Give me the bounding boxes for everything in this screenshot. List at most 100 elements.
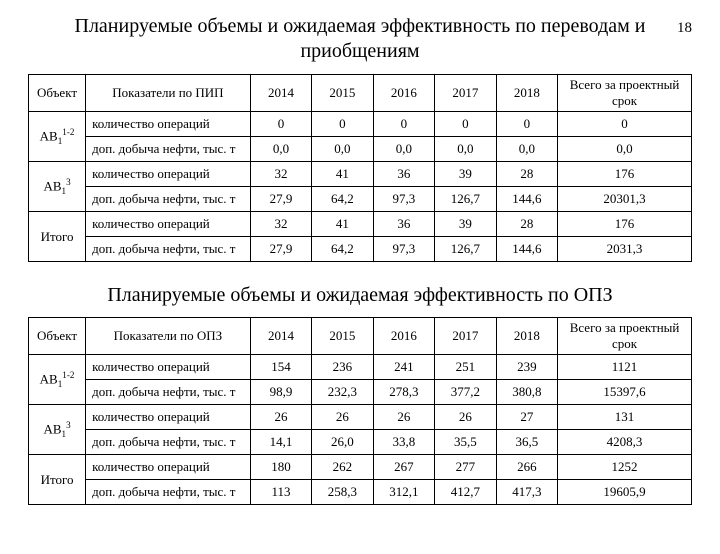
table-row: доп. добыча нефти, тыс. т0,00,00,00,00,0… <box>29 137 692 162</box>
title-1: Планируемые объемы и ожидаемая эффективн… <box>40 14 680 64</box>
value-cell: 0 <box>312 112 373 137</box>
value-cell: 144,6 <box>496 237 557 262</box>
column-header: Объект <box>29 318 86 355</box>
value-cell: 97,3 <box>373 237 434 262</box>
value-cell: 0,0 <box>250 137 311 162</box>
value-cell: 26 <box>250 405 311 430</box>
column-header: 2017 <box>435 318 496 355</box>
value-cell: 26 <box>435 405 496 430</box>
column-header: Показатели по ПИП <box>86 75 251 112</box>
value-cell: 41 <box>312 212 373 237</box>
value-cell: 0,0 <box>558 137 692 162</box>
indicator-cell: количество операций <box>86 112 251 137</box>
object-cell: АВ13 <box>29 162 86 212</box>
value-cell: 33,8 <box>373 430 434 455</box>
value-cell: 32 <box>250 212 311 237</box>
value-cell: 251 <box>435 355 496 380</box>
column-header: 2015 <box>312 75 373 112</box>
column-header: 2014 <box>250 318 311 355</box>
indicator-cell: доп. добыча нефти, тыс. т <box>86 237 251 262</box>
value-cell: 36 <box>373 162 434 187</box>
column-header: Всего за проектный срок <box>558 75 692 112</box>
table-row: АВ11-2количество операций000000 <box>29 112 692 137</box>
value-cell: 0,0 <box>435 137 496 162</box>
value-cell: 131 <box>558 405 692 430</box>
object-cell: АВ11-2 <box>29 355 86 405</box>
value-cell: 412,7 <box>435 480 496 505</box>
value-cell: 277 <box>435 455 496 480</box>
column-header: 2014 <box>250 75 311 112</box>
column-header: Показатели по ОПЗ <box>86 318 251 355</box>
value-cell: 0 <box>558 112 692 137</box>
value-cell: 232,3 <box>312 380 373 405</box>
value-cell: 27,9 <box>250 187 311 212</box>
value-cell: 14,1 <box>250 430 311 455</box>
value-cell: 26 <box>312 405 373 430</box>
object-cell: Итого <box>29 455 86 505</box>
value-cell: 36 <box>373 212 434 237</box>
value-cell: 266 <box>496 455 557 480</box>
value-cell: 241 <box>373 355 434 380</box>
value-cell: 236 <box>312 355 373 380</box>
value-cell: 278,3 <box>373 380 434 405</box>
value-cell: 0 <box>250 112 311 137</box>
value-cell: 20301,3 <box>558 187 692 212</box>
table-1: ОбъектПоказатели по ПИП20142015201620172… <box>28 74 692 262</box>
value-cell: 27,9 <box>250 237 311 262</box>
table-2-head: ОбъектПоказатели по ОПЗ20142015201620172… <box>29 318 692 355</box>
value-cell: 0 <box>373 112 434 137</box>
indicator-cell: доп. добыча нефти, тыс. т <box>86 187 251 212</box>
table-row: Итогоколичество операций3241363928176 <box>29 212 692 237</box>
column-header: 2015 <box>312 318 373 355</box>
value-cell: 0 <box>435 112 496 137</box>
value-cell: 26,0 <box>312 430 373 455</box>
value-cell: 180 <box>250 455 311 480</box>
table-row: АВ13количество операций3241363928176 <box>29 162 692 187</box>
table-row: доп. добыча нефти, тыс. т14,126,033,835,… <box>29 430 692 455</box>
table-row: АВ13количество операций2626262627131 <box>29 405 692 430</box>
indicator-cell: количество операций <box>86 355 251 380</box>
table-2: ОбъектПоказатели по ОПЗ20142015201620172… <box>28 317 692 505</box>
column-header: 2018 <box>496 318 557 355</box>
value-cell: 15397,6 <box>558 380 692 405</box>
value-cell: 0 <box>496 112 557 137</box>
value-cell: 39 <box>435 212 496 237</box>
value-cell: 258,3 <box>312 480 373 505</box>
value-cell: 64,2 <box>312 187 373 212</box>
column-header: 2016 <box>373 318 434 355</box>
value-cell: 380,8 <box>496 380 557 405</box>
value-cell: 312,1 <box>373 480 434 505</box>
column-header: 2018 <box>496 75 557 112</box>
object-cell: АВ13 <box>29 405 86 455</box>
indicator-cell: количество операций <box>86 405 251 430</box>
value-cell: 0,0 <box>373 137 434 162</box>
value-cell: 97,3 <box>373 187 434 212</box>
value-cell: 98,9 <box>250 380 311 405</box>
value-cell: 239 <box>496 355 557 380</box>
value-cell: 2031,3 <box>558 237 692 262</box>
value-cell: 19605,9 <box>558 480 692 505</box>
value-cell: 39 <box>435 162 496 187</box>
title-2: Планируемые объемы и ожидаемая эффективн… <box>40 284 680 307</box>
table-1-body: АВ11-2количество операций000000доп. добы… <box>29 112 692 262</box>
indicator-cell: количество операций <box>86 162 251 187</box>
table-row: доп. добыча нефти, тыс. т27,964,297,3126… <box>29 237 692 262</box>
value-cell: 417,3 <box>496 480 557 505</box>
indicator-cell: доп. добыча нефти, тыс. т <box>86 137 251 162</box>
value-cell: 267 <box>373 455 434 480</box>
table-row: АВ11-2количество операций154236241251239… <box>29 355 692 380</box>
value-cell: 35,5 <box>435 430 496 455</box>
table-1-head: ОбъектПоказатели по ПИП20142015201620172… <box>29 75 692 112</box>
indicator-cell: количество операций <box>86 455 251 480</box>
table-row: доп. добыча нефти, тыс. т98,9232,3278,33… <box>29 380 692 405</box>
table-row: доп. добыча нефти, тыс. т113258,3312,141… <box>29 480 692 505</box>
page-number: 18 <box>677 20 692 37</box>
value-cell: 0,0 <box>312 137 373 162</box>
table-row: Итогоколичество операций1802622672772661… <box>29 455 692 480</box>
value-cell: 126,7 <box>435 187 496 212</box>
column-header: Объект <box>29 75 86 112</box>
value-cell: 144,6 <box>496 187 557 212</box>
value-cell: 1121 <box>558 355 692 380</box>
indicator-cell: доп. добыча нефти, тыс. т <box>86 430 251 455</box>
column-header: 2016 <box>373 75 434 112</box>
